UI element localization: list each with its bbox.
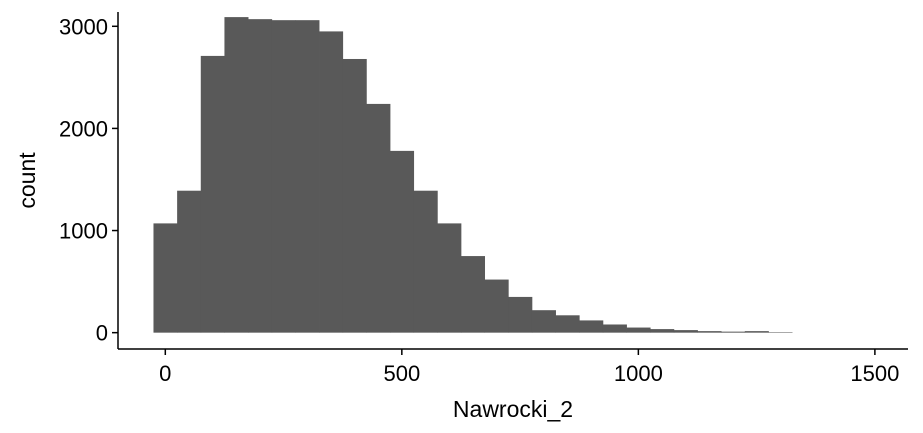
histogram-bar xyxy=(626,327,651,333)
histogram-bar xyxy=(579,320,604,333)
y-tick-label: 3000 xyxy=(59,14,108,39)
histogram-bar xyxy=(697,331,722,333)
histogram-bar xyxy=(650,329,675,333)
histogram-bar xyxy=(602,324,627,333)
y-tick-label: 2000 xyxy=(59,116,108,141)
x-tick-label: 1500 xyxy=(850,361,899,386)
histogram-bar xyxy=(555,315,580,333)
x-tick-label: 0 xyxy=(159,361,171,386)
histogram-bar xyxy=(390,150,415,333)
histogram-bar xyxy=(271,20,296,333)
histogram-bar xyxy=(508,296,533,333)
histogram-bar xyxy=(295,20,320,333)
histogram-bar xyxy=(437,223,462,333)
histogram-bar xyxy=(248,19,273,333)
y-tick-label: 1000 xyxy=(59,219,108,244)
histogram-bar xyxy=(366,103,391,333)
histogram-bars xyxy=(153,17,793,333)
histogram-bar xyxy=(484,279,509,333)
x-tick-label: 500 xyxy=(383,361,420,386)
histogram-bar xyxy=(413,190,438,333)
y-axis-ticks: 0 1000 2000 3000 xyxy=(59,14,118,346)
x-axis-ticks: 0 500 1000 1500 xyxy=(159,349,899,386)
histogram-bar xyxy=(200,55,225,333)
histogram-bar xyxy=(768,332,793,333)
histogram-bar xyxy=(531,310,556,333)
histogram-bar xyxy=(319,31,344,333)
histogram-bar xyxy=(744,331,769,333)
y-tick-label: 0 xyxy=(96,321,108,346)
histogram-bar xyxy=(342,58,367,333)
histogram-bar xyxy=(460,256,486,333)
histogram-bar xyxy=(721,331,746,333)
y-axis-title: count xyxy=(14,152,40,209)
histogram-bar xyxy=(177,190,202,333)
x-axis-title: Nawrocki_2 xyxy=(453,396,573,422)
histogram-bar xyxy=(224,17,249,333)
histogram-bar xyxy=(673,330,698,333)
histogram-bar xyxy=(153,223,178,333)
x-tick-label: 1000 xyxy=(614,361,663,386)
